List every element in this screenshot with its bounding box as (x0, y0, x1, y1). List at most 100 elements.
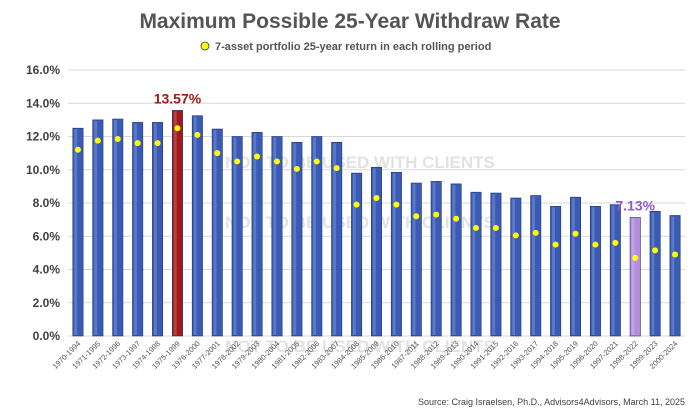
bar-highlight (591, 207, 595, 335)
return-dot (572, 230, 579, 237)
bar (570, 196, 582, 337)
bar (331, 142, 343, 337)
bar-highlight (213, 130, 217, 335)
bar (589, 206, 601, 337)
bar (410, 182, 422, 337)
bar (629, 217, 641, 337)
y-tick-label: 16.0% (26, 63, 60, 77)
return-dot (512, 232, 519, 239)
bar-highlight (671, 216, 675, 335)
watermark-3: NOT TO BE USED WITH CLIENTS (225, 337, 495, 356)
bar (609, 204, 621, 337)
bar (490, 192, 502, 337)
return-dot (313, 158, 320, 165)
bar (251, 132, 263, 337)
bar-highlight (74, 129, 78, 335)
return-dot (393, 201, 400, 208)
return-dot (492, 224, 499, 231)
y-tick-label: 0.0% (33, 329, 61, 343)
bar-highlight (233, 137, 237, 335)
return-dot (333, 165, 340, 172)
bar (510, 197, 522, 337)
y-axis-ticks: 0.0% 2.0% 4.0% 6.0% 8.0% 10.0% 12.0% 14.0% 16.0% (26, 63, 60, 343)
bar-highlight (313, 137, 317, 335)
return-dot (632, 254, 639, 261)
bar (92, 119, 104, 337)
bar-highlight (273, 137, 277, 335)
return-dots (74, 125, 679, 261)
bar-highlight (492, 194, 496, 335)
bar-highlight (153, 123, 157, 336)
source-note: Source: Craig Israelsen, Ph.D., Advisors… (418, 397, 685, 407)
bar (231, 136, 243, 337)
bar (211, 128, 223, 337)
return-dot (413, 213, 420, 220)
bar-highlight (392, 173, 396, 335)
bar-highlight (352, 174, 356, 335)
bar-callout-label: 7.13% (615, 197, 655, 213)
bar (470, 191, 482, 337)
return-dot (114, 135, 121, 142)
y-tick-label: 8.0% (33, 196, 61, 210)
bar-highlight (333, 143, 336, 335)
bar (271, 136, 283, 337)
legend: 7-asset portfolio 25-year return in each… (200, 41, 491, 53)
bar (351, 172, 363, 337)
bar (530, 195, 542, 337)
bar-highlight (452, 184, 456, 335)
bar (152, 122, 164, 337)
bar (171, 110, 183, 337)
bar-highlight (412, 184, 416, 335)
return-dot (273, 158, 280, 165)
bar (390, 171, 402, 337)
y-tick-label: 12.0% (26, 130, 60, 144)
return-dot (214, 150, 221, 157)
return-dot (473, 224, 480, 231)
return-dot (174, 125, 181, 132)
y-tick-label: 10.0% (26, 163, 60, 177)
legend-marker (200, 41, 210, 51)
return-dot (552, 241, 559, 248)
return-dot (652, 247, 659, 254)
chart-title: Maximum Possible 25-Year Withdraw Rate (139, 10, 560, 33)
return-dot (353, 201, 360, 208)
bar (311, 136, 323, 337)
return-dot (453, 215, 460, 222)
bar (112, 118, 124, 337)
bar-highlight (472, 193, 476, 335)
bar-highlight (532, 196, 535, 335)
return-dot (254, 153, 261, 160)
bar-highlight (114, 120, 117, 335)
callouts: 13.57% 7.13% (154, 90, 656, 213)
bar (550, 206, 562, 337)
bar (649, 211, 661, 337)
bar-highlight (293, 143, 297, 335)
bar-highlight (432, 182, 436, 335)
bar-highlight (133, 123, 137, 336)
bar-highlight (253, 133, 257, 335)
return-dot (672, 251, 679, 258)
bar-highlight (651, 212, 655, 335)
bar (291, 142, 303, 337)
bar (430, 181, 442, 337)
return-dot (532, 229, 539, 236)
bar-highlight (551, 207, 555, 335)
y-tick-label: 2.0% (33, 296, 61, 310)
return-dot (154, 140, 161, 147)
bar-highlight (372, 168, 376, 335)
bar-callout-label: 13.57% (154, 90, 202, 106)
legend-label: 7-asset portfolio 25-year return in each… (215, 41, 491, 53)
y-tick-label: 14.0% (26, 96, 60, 110)
bar-highlight (193, 116, 197, 335)
return-dot (373, 195, 380, 202)
y-tick-label: 6.0% (33, 229, 61, 243)
return-dot (433, 211, 440, 218)
return-dot (293, 165, 300, 172)
return-dot (74, 146, 81, 153)
return-dot (194, 131, 201, 138)
bar-highlight (631, 218, 635, 335)
bar (371, 166, 382, 337)
bar-highlight (94, 120, 98, 335)
